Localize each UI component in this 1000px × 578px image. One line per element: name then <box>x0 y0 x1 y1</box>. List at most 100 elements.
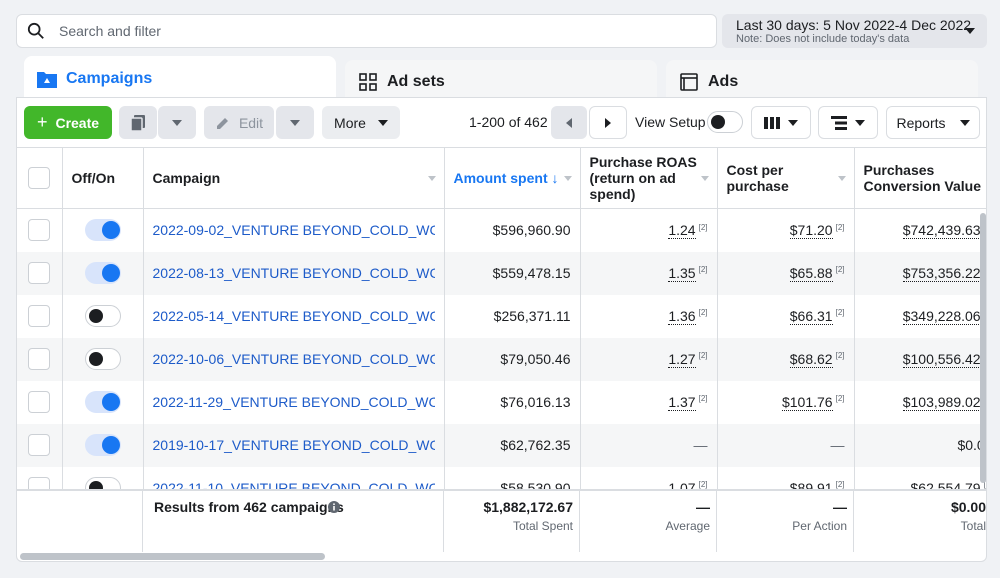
edit-button[interactable]: Edit <box>204 106 274 139</box>
edit-label: Edit <box>238 114 264 131</box>
info-icon[interactable] <box>328 501 340 513</box>
row-checkbox[interactable] <box>28 434 51 456</box>
amount-spent-header[interactable]: Amount spent ↓ <box>444 147 581 209</box>
purchase-roas-header[interactable]: Purchase ROAS (return on ad spend) <box>580 147 718 209</box>
campaign-link[interactable]: 2019-10-17_VENTURE BEYOND_COLD_WC_A... <box>152 437 435 453</box>
purchases-value-header[interactable]: Purchases Conversion Value <box>854 147 986 209</box>
toggle-knob <box>101 221 120 240</box>
campaign-toggle[interactable] <box>84 305 121 327</box>
total-spent-sub: Total Spent <box>512 519 573 533</box>
campaign-link[interactable]: 2022-05-14_VENTURE BEYOND_COLD_WC_A... <box>152 308 435 324</box>
row-checkbox[interactable] <box>28 219 51 242</box>
date-range-picker[interactable]: Last 30 days: 5 Nov 2022-4 Dec 2022 Note… <box>722 14 987 48</box>
campaign-link[interactable]: 2022-10-06_VENTURE BEYOND_COLD_WC_A... <box>152 351 435 367</box>
more-button[interactable]: More <box>322 106 400 139</box>
row-checkbox[interactable] <box>28 348 51 370</box>
footer-total-spent: $1,882,172.67 Total Spent <box>444 491 580 552</box>
campaign-folder-icon <box>36 68 58 90</box>
tab-campaigns[interactable]: Campaigns <box>24 56 336 102</box>
view-setup-toggle[interactable] <box>707 111 743 133</box>
cost-cell: $101.76 [2] <box>717 380 855 424</box>
row-toggle-cell <box>62 294 144 338</box>
cost-cell: — <box>717 423 855 467</box>
value-cell: $100,556.42[2] <box>854 337 986 381</box>
pagination-text: 1-200 of 462 <box>469 114 548 130</box>
row-select-cell <box>17 380 63 424</box>
tab-label: Ad sets <box>387 73 445 90</box>
reports-button[interactable]: Reports <box>886 106 980 139</box>
search-bar[interactable] <box>16 14 717 48</box>
campaign-toggle[interactable] <box>84 434 121 456</box>
tab-ad-sets[interactable]: Ad sets <box>345 60 657 104</box>
cost-per-purchase-header[interactable]: Cost per purchase <box>717 147 855 209</box>
row-checkbox[interactable] <box>28 391 51 413</box>
row-select-cell <box>17 208 63 252</box>
tab-label: Campaigns <box>66 70 153 87</box>
cost-value: $68.62 <box>789 351 833 368</box>
campaign-header[interactable]: Campaign <box>143 147 445 209</box>
campaign-name-cell: 2022-10-06_VENTURE BEYOND_COLD_WC_A... <box>143 337 445 381</box>
campaign-link[interactable]: 2022-08-13_VENTURE BEYOND_COLD_WC_A... <box>152 265 435 281</box>
value-value: $100,556.42 <box>902 351 981 368</box>
row-checkbox[interactable] <box>28 305 51 327</box>
campaign-toggle[interactable] <box>84 348 121 370</box>
columns-icon <box>764 116 780 129</box>
cost-cell: $65.88 [2] <box>717 251 855 295</box>
roas-total-value: — <box>696 499 710 515</box>
cost-total-sub: Per Action <box>792 519 847 533</box>
chevron-down-icon <box>172 119 182 126</box>
ad-window-icon <box>678 71 700 93</box>
cost-value: $71.20 <box>789 222 833 240</box>
row-toggle-cell <box>62 208 144 252</box>
sort-caret-icon <box>985 176 986 181</box>
sort-caret-icon <box>700 176 709 181</box>
row-toggle-cell <box>62 337 144 381</box>
roas-cell: 1.36 [2] <box>580 294 718 338</box>
previous-page-button[interactable] <box>551 106 587 139</box>
campaign-name-cell: 2019-10-17_VENTURE BEYOND_COLD_WC_A... <box>143 423 445 467</box>
roas-value: 1.35 <box>668 265 696 282</box>
search-input[interactable] <box>59 23 716 39</box>
select-all-checkbox[interactable] <box>28 167 51 189</box>
campaign-link[interactable]: 2022-09-02_VENTURE BEYOND_COLD_WC_A... <box>152 222 435 239</box>
off-on-header: Off/On <box>62 147 144 209</box>
duplicate-dropdown-button[interactable] <box>158 106 196 139</box>
campaign-toggle[interactable] <box>84 219 121 242</box>
table-row[interactable]: 2022-09-02_VENTURE BEYOND_COLD_WC_A... $5… <box>17 208 986 252</box>
table-row[interactable]: 2019-10-17_VENTURE BEYOND_COLD_WC_A... $6… <box>17 423 986 467</box>
table-row[interactable]: 2022-11-29_VENTURE BEYOND_COLD_WC_A... $7… <box>17 380 986 424</box>
cost-total-value: — <box>833 499 847 515</box>
table-row[interactable]: 2022-08-13_VENTURE BEYOND_COLD_WC_A... $5… <box>17 251 986 295</box>
toggle-knob <box>101 264 120 282</box>
value-value: $753,356.22 <box>902 265 981 282</box>
campaign-link[interactable]: 2022-11-29_VENTURE BEYOND_COLD_WC_A... <box>152 394 435 410</box>
campaign-toggle[interactable] <box>84 391 121 413</box>
purchases-value-header-label: Purchases Conversion Value <box>863 162 981 194</box>
value-cell: $103,989.02[2] <box>854 380 986 424</box>
attribution-note: [2] <box>698 265 708 275</box>
campaign-header-label: Campaign <box>152 170 221 186</box>
create-button[interactable]: + Create <box>24 106 112 139</box>
chevron-left-icon <box>566 117 572 128</box>
table-header-row: Off/On Campaign Amount spent ↓ Purchase … <box>17 147 986 209</box>
horizontal-scrollbar[interactable] <box>20 553 325 560</box>
table-row[interactable]: 2022-05-14_VENTURE BEYOND_COLD_WC_A... $2… <box>17 294 986 338</box>
breakdown-icon <box>831 115 847 130</box>
campaign-toggle[interactable] <box>84 262 121 284</box>
vertical-scrollbar[interactable] <box>980 213 986 483</box>
plus-icon: + <box>36 112 48 132</box>
cost-value: $101.76 <box>781 394 833 411</box>
table-row[interactable]: 2022-10-06_VENTURE BEYOND_COLD_WC_A... $7… <box>17 337 986 381</box>
columns-button[interactable] <box>751 106 811 139</box>
edit-dropdown-button[interactable] <box>276 106 314 139</box>
duplicate-button[interactable] <box>119 106 157 139</box>
breakdown-button[interactable] <box>818 106 878 139</box>
cost-value: — <box>830 437 845 453</box>
amount-spent-cell: $256,371.11 <box>444 294 581 338</box>
value-cell: $0.00 <box>854 423 986 467</box>
row-checkbox[interactable] <box>28 262 51 284</box>
cost-value: $65.88 <box>789 265 833 282</box>
next-page-button[interactable] <box>589 106 627 139</box>
tab-ads[interactable]: Ads <box>666 60 978 104</box>
roas-cell: — <box>580 423 718 467</box>
